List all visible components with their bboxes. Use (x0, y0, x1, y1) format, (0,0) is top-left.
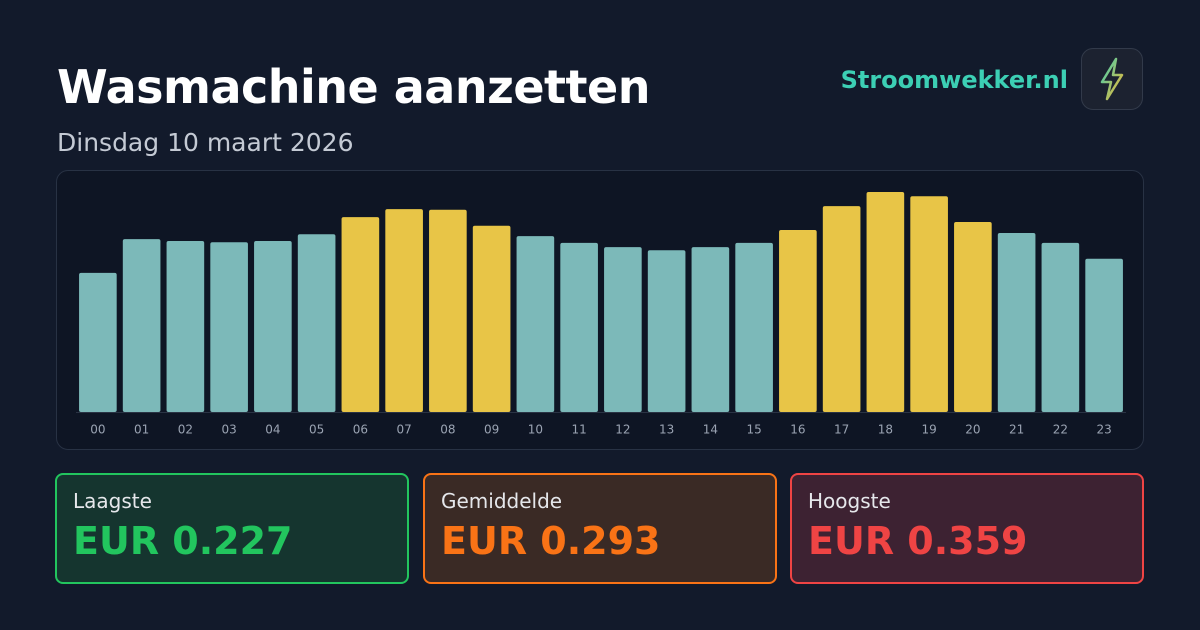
x-tick-label: 09 (484, 423, 499, 437)
bar (691, 247, 730, 412)
stat-card: Laagste EUR 0.227 (55, 473, 409, 584)
x-tick-label: 01 (134, 423, 149, 437)
subtitle: Dinsdag 10 maart 2026 (57, 128, 354, 157)
title: Wasmachine aanzetten (57, 60, 650, 114)
x-tick-label: 22 (1053, 423, 1068, 437)
bar (822, 206, 861, 412)
x-tick-label: 17 (834, 423, 849, 437)
bar (560, 242, 598, 412)
stat-label: Laagste (73, 489, 152, 513)
chart-panel: 00 01 02 03 04 05 06 07 08 09 10 11 12 13 14 15 16 17 18 19… (56, 170, 1144, 450)
x-tick-label: 03 (221, 423, 236, 437)
x-tick-label: 10 (528, 423, 543, 437)
bar (866, 192, 905, 412)
stat-card: Hoogste EUR 0.359 (790, 473, 1144, 584)
brand: Stroomwekker.nl (840, 66, 1068, 94)
x-tick-label: 11 (571, 423, 586, 437)
stat-label: Hoogste (808, 489, 891, 513)
x-tick-label: 12 (615, 423, 630, 437)
bar (122, 239, 161, 412)
x-tick-label: 06 (353, 423, 368, 437)
bar (210, 242, 248, 412)
bar (647, 250, 686, 412)
bolt-icon (1100, 57, 1124, 101)
bar (910, 196, 948, 412)
x-tick-label: 04 (265, 423, 280, 437)
bar (254, 241, 292, 412)
bar (516, 236, 555, 412)
stat-value: EUR 0.227 (73, 519, 293, 563)
x-tick-label: 15 (746, 423, 761, 437)
bar (385, 209, 423, 412)
bar (79, 272, 117, 412)
x-tick-label: 16 (790, 423, 805, 437)
bar (997, 233, 1036, 412)
bar (1041, 242, 1080, 412)
brand-icon (1081, 48, 1143, 110)
bar (954, 222, 992, 412)
bar (472, 225, 511, 412)
bar (341, 217, 380, 412)
bar (166, 241, 205, 412)
x-tick-label: 08 (440, 423, 455, 437)
x-tick-label: 00 (90, 423, 105, 437)
x-tick-label: 23 (1096, 423, 1111, 437)
bar (779, 229, 817, 412)
bar (604, 247, 642, 412)
bar (429, 209, 467, 412)
bar (735, 242, 773, 412)
x-tick-label: 20 (965, 423, 980, 437)
x-tick-label: 13 (659, 423, 674, 437)
stat-card: Gemiddelde EUR 0.293 (423, 473, 777, 584)
stat-value: EUR 0.293 (441, 519, 661, 563)
stat-value: EUR 0.359 (808, 519, 1028, 563)
x-tick-label: 14 (703, 423, 718, 437)
chart: 00 01 02 03 04 05 06 07 08 09 10 11 12 13 14 15 16 17 18 19… (76, 192, 1126, 437)
x-tick-label: 18 (878, 423, 893, 437)
x-tick-label: 05 (309, 423, 324, 437)
bar (297, 234, 336, 412)
x-tick-label: 19 (921, 423, 936, 437)
stat-label: Gemiddelde (441, 489, 563, 513)
x-tick-label: 21 (1009, 423, 1024, 437)
bar (1085, 258, 1123, 412)
x-tick-label: 02 (178, 423, 193, 437)
x-tick-label: 07 (396, 423, 411, 437)
